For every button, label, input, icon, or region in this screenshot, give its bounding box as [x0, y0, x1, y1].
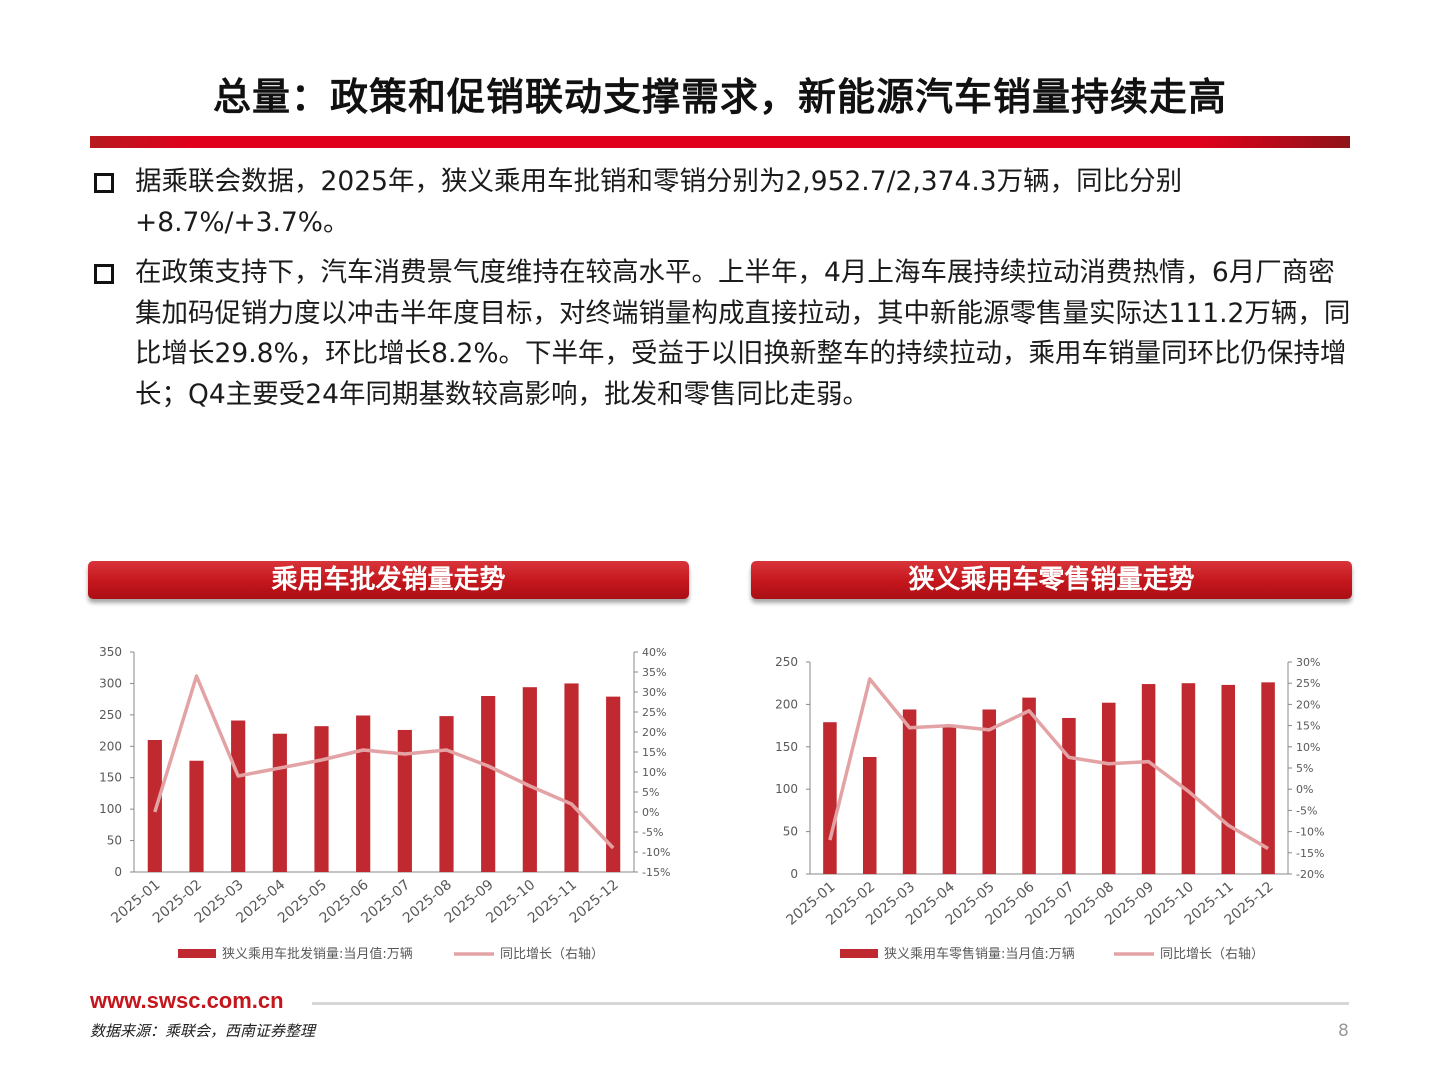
right-tick-label: 30% [1296, 656, 1320, 669]
bullet-1-text: 据乘联会数据，2025年，狭义乘用车批销和零销分别为2,952.7/2,374.… [135, 166, 1183, 238]
yoy-growth-line [828, 677, 1269, 851]
bar-2025-08 [1101, 702, 1116, 874]
bar-2025-09 [481, 696, 496, 872]
right-tick-label: -15% [1296, 847, 1324, 860]
left-tick-label: 50 [107, 834, 122, 848]
legend-bar-swatch [178, 949, 216, 958]
bar-2025-10 [1181, 683, 1196, 874]
right-tick-label: 0% [1296, 783, 1313, 796]
right-tick-label: 20% [642, 726, 666, 739]
left-tick-label: 300 [99, 676, 122, 690]
right-tick-label: 30% [642, 686, 666, 699]
chart-1-header: 乘用车批发销量走势 [88, 561, 689, 599]
right-tick-label: -10% [642, 846, 670, 859]
slide-title: 总量：政策和促销联动支撑需求，新能源汽车销量持续走高 [212, 75, 1227, 119]
bar-2025-04 [272, 733, 287, 872]
bar-2025-07 [397, 729, 412, 872]
data-source: 数据来源：乘联会，西南证券整理 [90, 1022, 316, 1040]
legend-line-label: 同比增长（右轴） [500, 947, 604, 962]
bar-2025-08 [439, 716, 454, 872]
chart-2-panel: 0 50 100 150 200 250 -20% -15% -10% -5% 0% 5% 10% 15%… [752, 636, 1362, 976]
wholesale-chart: 0 50 100 150 200 250 300 350 -15% -10% -5% 0% 5% 10% 1… [99, 645, 670, 962]
bar-2025-11 [1221, 684, 1236, 874]
page-number: 8 [1338, 1021, 1349, 1041]
right-tick-label: 15% [642, 746, 666, 759]
right-tick-label: 0% [642, 806, 659, 819]
footer-url[interactable]: www.swsc.com.cn [90, 988, 284, 1013]
title-underline-bar [90, 136, 1350, 148]
retail-chart: 0 50 100 150 200 250 -20% -15% -10% -5% 0% 5% 10% 15%… [775, 655, 1324, 962]
bar-2025-03 [231, 720, 246, 872]
chart-2-header: 狭义乘用车零售销量走势 [751, 561, 1352, 599]
legend-line-label: 同比增长（右轴） [1160, 947, 1264, 962]
right-tick-label: 25% [1296, 677, 1320, 690]
right-tick-label: -5% [642, 826, 663, 839]
bar-2025-06 [1022, 697, 1036, 874]
bullet-square-icon [94, 264, 114, 284]
bullet-2-text: 在政策支持下，汽车消费景气度维持在较高水平。上半年，4月上海车展持续拉动消费热情… [135, 257, 1351, 410]
bar-2025-09 [1141, 684, 1156, 874]
bar-2025-01 [823, 722, 837, 874]
legend-bar-swatch [840, 949, 878, 958]
bar-2025-04 [942, 725, 957, 874]
left-tick-label: 0 [790, 867, 798, 881]
bar-2025-03 [902, 709, 917, 874]
chart-1-panel: 0 50 100 150 200 250 300 350 -15% -10% -5% 0% 5% 10% 1… [74, 636, 704, 976]
left-tick-label: 100 [99, 802, 122, 816]
bar-2025-02 [862, 756, 877, 874]
bar-2025-06 [356, 715, 371, 872]
left-tick-label: 250 [775, 655, 798, 669]
right-tick-label: 35% [642, 666, 666, 679]
bullet-1: 据乘联会数据，2025年，狭义乘用车批销和零销分别为2,952.7/2,374.… [92, 162, 1357, 243]
legend-bar-label: 狭义乘用车批发销量:当月值:万辆 [222, 946, 413, 962]
yoy-growth-line [153, 674, 615, 850]
right-tick-label: 5% [1296, 762, 1313, 775]
right-tick-label: 5% [642, 786, 659, 799]
bar-2025-10 [522, 687, 537, 872]
legend-bar-label: 狭义乘用车零售销量:当月值:万辆 [884, 946, 1075, 962]
right-tick-label: -20% [1296, 868, 1324, 881]
left-tick-label: 50 [783, 825, 798, 839]
right-tick-label: 20% [1296, 698, 1320, 711]
right-tick-label: 25% [642, 706, 666, 719]
bar-2025-01 [147, 740, 162, 872]
footer-divider [312, 1002, 1349, 1005]
bar-2025-12 [606, 696, 621, 872]
right-tick-label: -15% [642, 866, 670, 879]
bar-2025-11 [564, 683, 579, 872]
right-tick-label: -10% [1296, 826, 1324, 839]
left-tick-label: 0 [114, 865, 122, 879]
right-tick-label: 10% [642, 766, 666, 779]
left-tick-label: 200 [99, 739, 122, 753]
left-tick-label: 150 [775, 740, 798, 754]
left-tick-label: 150 [99, 771, 122, 785]
bar-2025-02 [189, 760, 204, 872]
bar-2025-12 [1261, 682, 1275, 874]
right-tick-label: -5% [1296, 804, 1317, 817]
right-tick-label: 10% [1296, 741, 1320, 754]
right-tick-label: 40% [642, 646, 666, 659]
bar-2025-05 [982, 709, 997, 874]
left-tick-label: 100 [775, 782, 798, 796]
left-tick-label: 350 [99, 645, 122, 659]
bullet-2: 在政策支持下，汽车消费景气度维持在较高水平。上半年，4月上海车展持续拉动消费热情… [92, 253, 1357, 415]
right-tick-label: 15% [1296, 720, 1320, 733]
bar-2025-05 [314, 726, 329, 872]
left-tick-label: 200 [775, 697, 798, 711]
bullet-square-icon [94, 173, 114, 193]
bar-2025-07 [1062, 717, 1076, 874]
left-tick-label: 250 [99, 708, 122, 722]
